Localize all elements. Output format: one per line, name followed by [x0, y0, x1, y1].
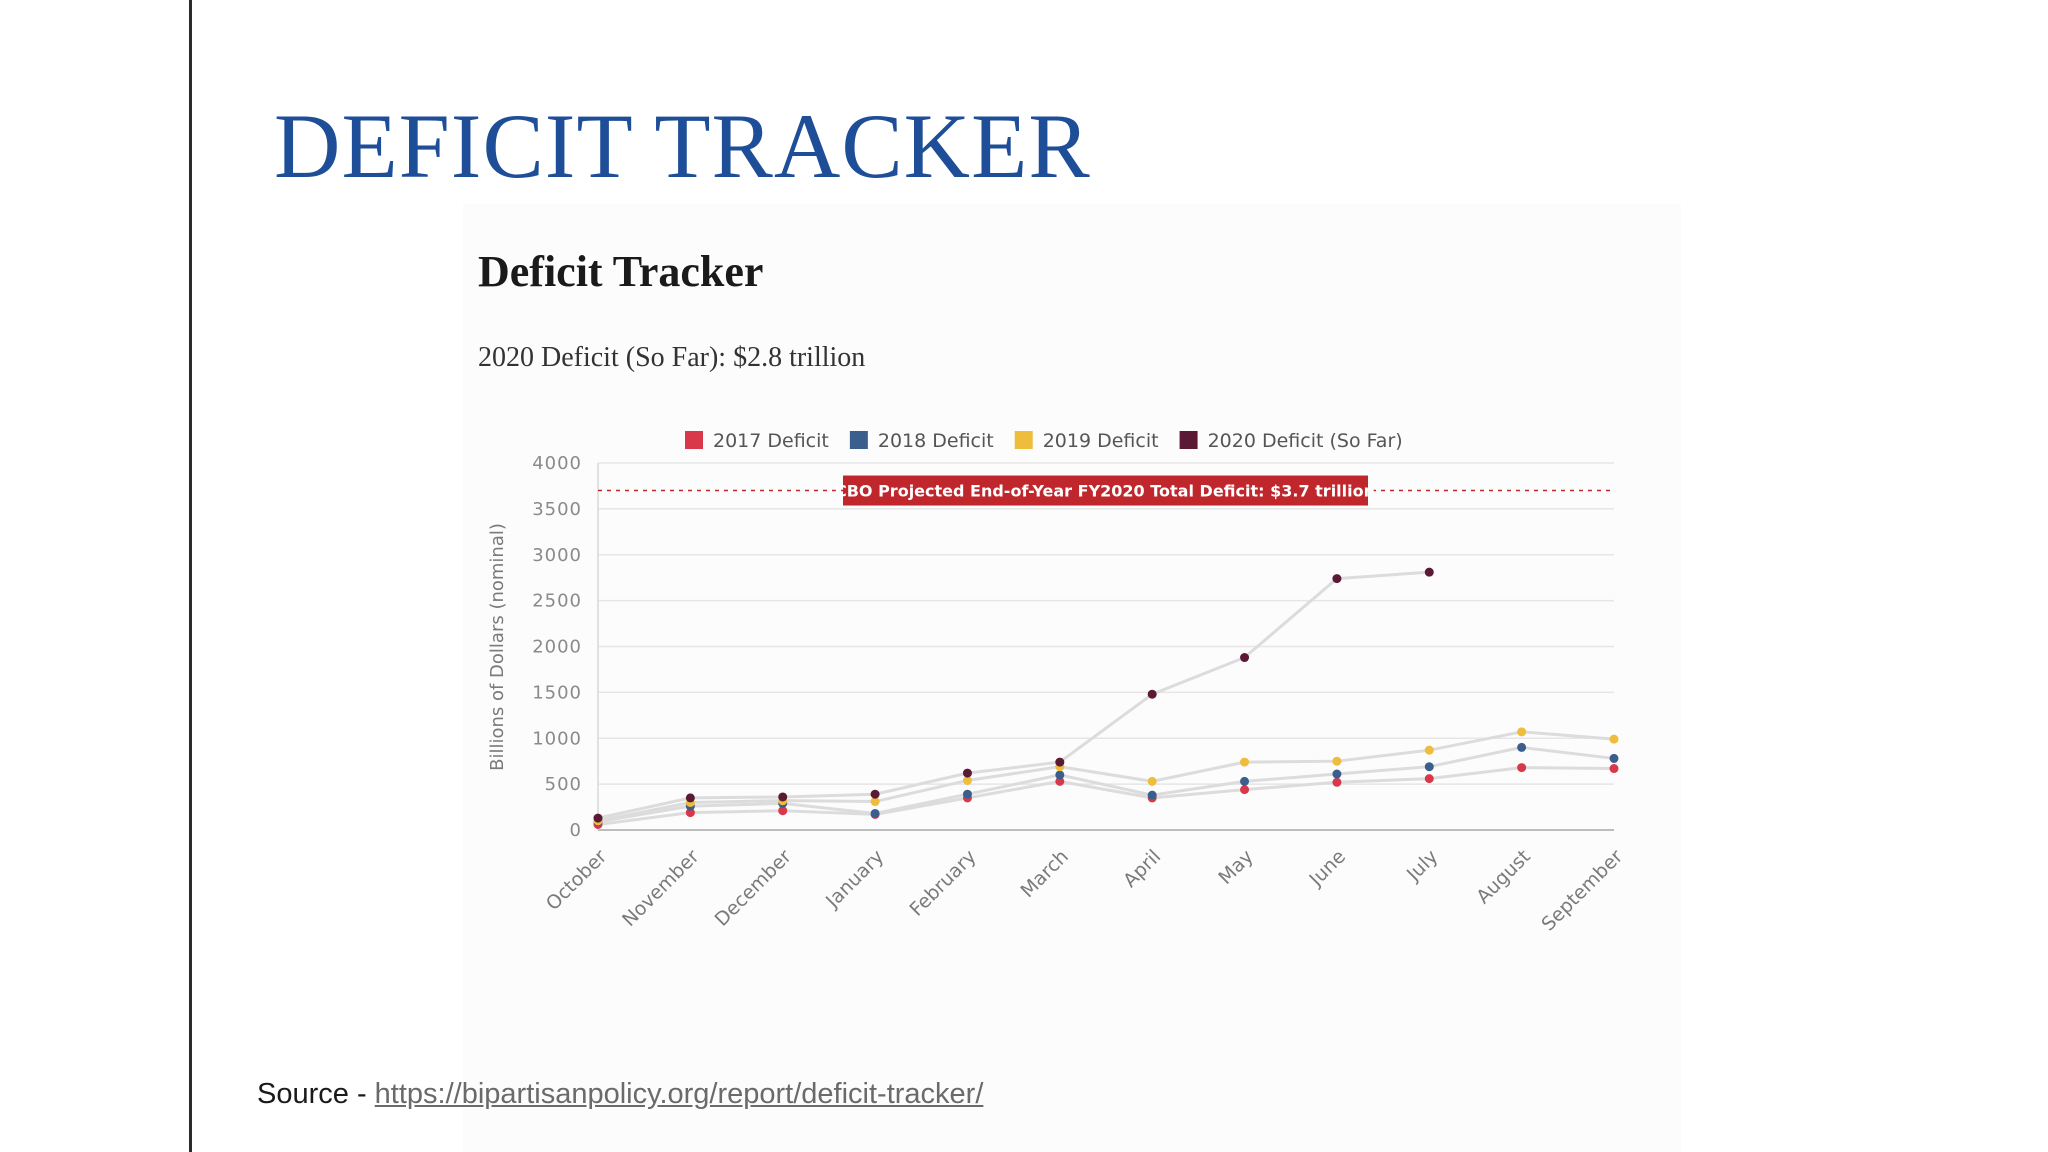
legend-label: 2018 Deficit: [878, 430, 994, 452]
data-point: [1147, 776, 1157, 786]
data-point: [1332, 777, 1342, 787]
slide-left-rule: [189, 0, 192, 1152]
data-point: [1332, 574, 1342, 584]
data-point: [1517, 742, 1527, 752]
x-tick-label: October: [542, 845, 611, 914]
data-point: [1147, 790, 1157, 800]
y-tick-label: 1500: [532, 682, 582, 703]
x-tick-label: December: [711, 845, 796, 930]
data-point: [1332, 769, 1342, 779]
data-point: [685, 808, 695, 818]
series-line: [597, 745, 1615, 824]
series-line: [597, 766, 1615, 826]
y-tick-label: 3500: [532, 499, 582, 520]
y-tick-label: 2500: [532, 591, 582, 612]
data-point: [1609, 734, 1619, 744]
y-tick-label: 2000: [532, 637, 582, 658]
data-point: [870, 789, 880, 799]
data-point: [1147, 689, 1157, 699]
data-point: [1332, 756, 1342, 766]
data-point: [1609, 753, 1619, 763]
cbo-projection-label: CBO Projected End-of-Year FY2020 Total D…: [835, 482, 1375, 501]
data-point: [1609, 764, 1619, 774]
data-point: [1240, 776, 1250, 786]
legend-swatch: [1014, 431, 1033, 449]
source-link[interactable]: https://bipartisanpolicy.org/report/defi…: [374, 1078, 984, 1110]
data-point: [1240, 757, 1250, 767]
data-point: [1424, 745, 1434, 755]
data-point: [962, 768, 972, 778]
x-tick-label: July: [1402, 846, 1442, 886]
x-tick-label: June: [1305, 846, 1351, 892]
legend-swatch: [849, 431, 868, 449]
data-point: [685, 793, 695, 803]
legend-swatch: [685, 431, 703, 449]
cbo-projection-label-box: [843, 475, 1368, 506]
x-tick-label: April: [1119, 846, 1165, 892]
y-tick-label: 3000: [532, 545, 582, 566]
series-line: [597, 570, 1430, 820]
y-tick-label: 0: [570, 820, 582, 841]
legend-label: 2019 Deficit: [1043, 430, 1159, 452]
y-tick-label: 4000: [532, 453, 582, 474]
chart-subtitle: 2020 Deficit (So Far): $2.8 trillion: [478, 342, 866, 373]
data-point: [962, 789, 972, 799]
data-point: [1424, 774, 1434, 784]
legend-swatch: [1179, 431, 1198, 449]
data-point: [870, 797, 880, 807]
legend-label: 2020 Deficit (So Far): [1208, 430, 1403, 452]
data-point: [1055, 757, 1065, 767]
data-point: [1055, 770, 1065, 780]
source-label: Source -: [257, 1078, 375, 1110]
chart-embed-panel: [463, 204, 1681, 1152]
x-tick-label: May: [1214, 846, 1257, 889]
chart-title: Deficit Tracker: [478, 247, 764, 296]
data-point: [1517, 763, 1527, 773]
data-point: [593, 813, 603, 823]
data-point: [1240, 653, 1250, 663]
data-point: [1240, 785, 1250, 795]
x-tick-label: January: [821, 846, 888, 913]
data-point: [870, 808, 880, 818]
x-tick-label: September: [1537, 845, 1627, 935]
x-tick-label: August: [1472, 846, 1535, 909]
x-tick-label: March: [1016, 846, 1073, 903]
y-tick-label: 1000: [532, 728, 582, 749]
source-line: Source - https://bipartisanpolicy.org/re…: [257, 1078, 983, 1111]
data-point: [1517, 727, 1527, 737]
data-point: [1424, 567, 1434, 577]
data-point: [778, 792, 788, 802]
slide-title: DEFICIT TRACKER: [274, 95, 1091, 197]
y-axis-title: Billions of Dollars (nominal): [487, 523, 508, 771]
y-tick-label: 500: [545, 774, 582, 795]
data-point: [778, 806, 788, 816]
x-tick-label: November: [618, 845, 704, 931]
x-tick-label: February: [906, 846, 981, 921]
data-point: [1424, 762, 1434, 772]
data-point: [962, 775, 972, 785]
legend-label: 2017 Deficit: [713, 430, 829, 452]
series-line: [597, 730, 1615, 823]
data-point: [1055, 776, 1065, 786]
